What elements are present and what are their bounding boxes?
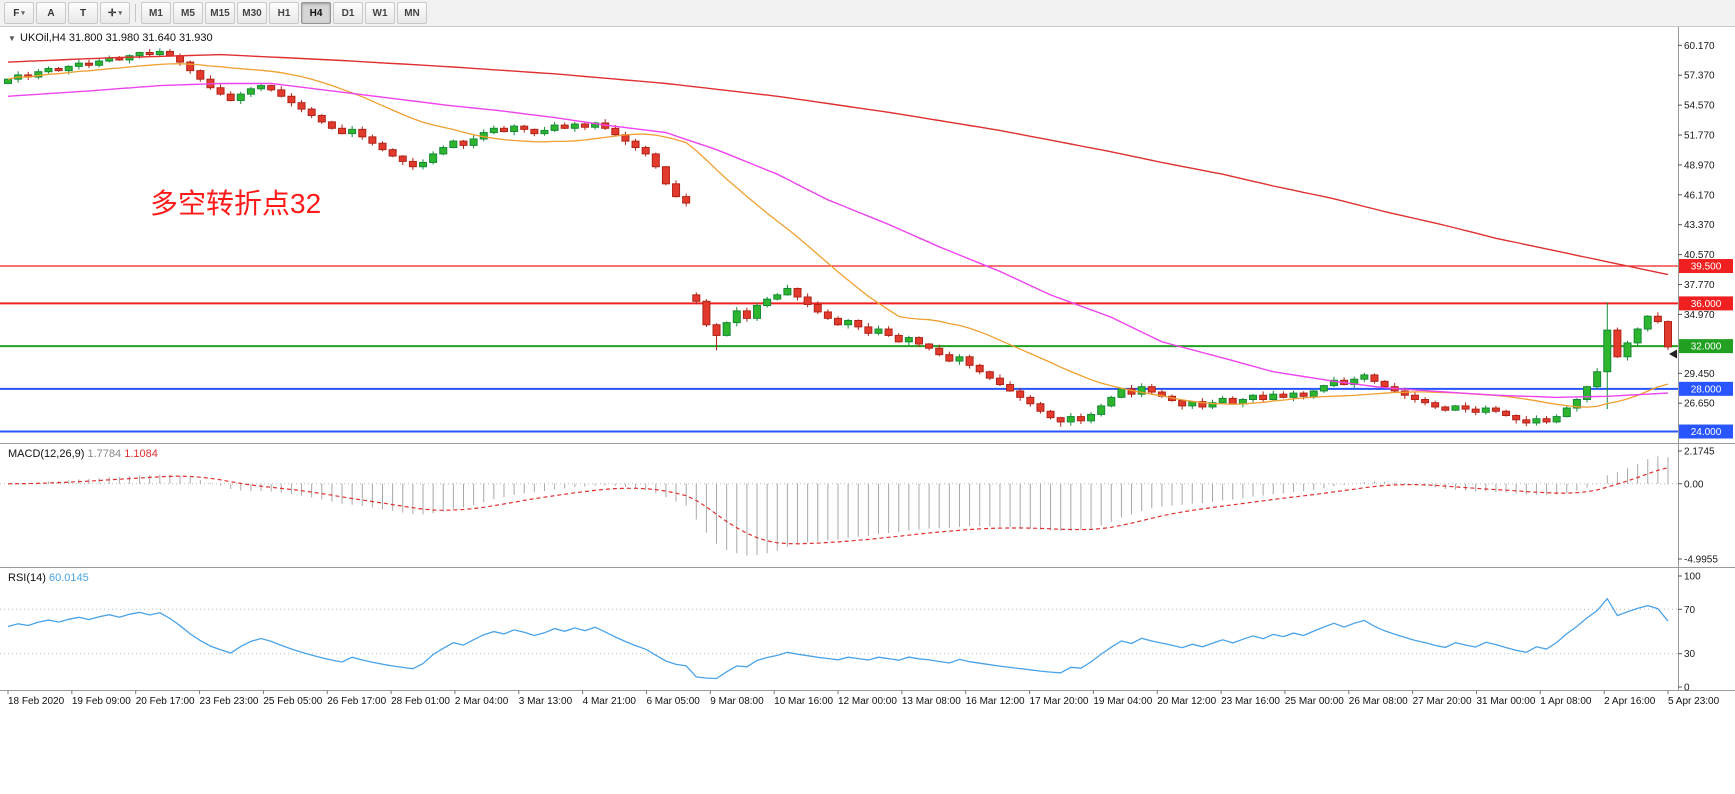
rsi-label: RSI(14) 60.0145 — [8, 572, 89, 584]
macd-signal-line — [7, 467, 1669, 545]
svg-text:46.170: 46.170 — [1684, 190, 1715, 201]
symbol-title: UKOil,H4 31.800 31.980 31.640 31.930 — [20, 32, 213, 44]
svg-text:6 Mar 05:00: 6 Mar 05:00 — [646, 696, 700, 707]
svg-text:20 Feb 17:00: 20 Feb 17:00 — [136, 696, 195, 707]
indicator-f-icon: F — [13, 7, 20, 19]
toolbar: F ▾ A T ✛ ▾ M1 M5 M15 M30 H1 H4 D1 W1 MN — [0, 0, 1735, 27]
svg-text:24.000: 24.000 — [1691, 427, 1722, 438]
svg-text:43.370: 43.370 — [1684, 220, 1715, 231]
ma-slow-line — [7, 53, 1669, 276]
svg-text:28.000: 28.000 — [1691, 384, 1722, 395]
price-level-badge — [1679, 339, 1733, 354]
svg-text:26 Feb 17:00: 26 Feb 17:00 — [327, 696, 386, 707]
svg-text:57.370: 57.370 — [1684, 71, 1715, 82]
symbol-dropdown-icon[interactable]: ▼ — [8, 34, 16, 43]
svg-text:60.170: 60.170 — [1684, 41, 1715, 52]
svg-text:51.770: 51.770 — [1684, 131, 1715, 142]
svg-text:13 Mar 08:00: 13 Mar 08:00 — [902, 696, 961, 707]
svg-text:28 Feb 01:00: 28 Feb 01:00 — [391, 696, 450, 707]
macd-label: MACD(12,26,9) 1.7784 1.1084 — [8, 448, 158, 460]
timeframe-m15-button[interactable]: M15 — [205, 2, 235, 24]
svg-text:25 Feb 05:00: 25 Feb 05:00 — [263, 696, 322, 707]
price-level-badge — [1679, 381, 1733, 396]
svg-text:16 Mar 12:00: 16 Mar 12:00 — [966, 696, 1025, 707]
svg-text:2 Mar 04:00: 2 Mar 04:00 — [455, 696, 509, 707]
price-level-badge — [1679, 296, 1733, 311]
svg-text:39.500: 39.500 — [1691, 262, 1722, 273]
current-price-arrow-icon — [1669, 349, 1677, 359]
svg-text:36.000: 36.000 — [1691, 299, 1722, 310]
timeframe-d1-button[interactable]: D1 — [333, 2, 363, 24]
svg-text:4 Mar 21:00: 4 Mar 21:00 — [583, 696, 637, 707]
tool-a-button[interactable]: A — [36, 2, 66, 24]
price-level-badge — [1679, 259, 1733, 274]
svg-text:17 Mar 20:00: 17 Mar 20:00 — [1030, 696, 1089, 707]
price-level-badge — [1679, 424, 1733, 439]
timeframe-m1-button[interactable]: M1 — [141, 2, 171, 24]
ma-fast-line — [7, 63, 1669, 408]
crosshair-icon: ✛ — [108, 7, 117, 19]
svg-text:30: 30 — [1684, 649, 1696, 660]
svg-text:27 Mar 20:00: 27 Mar 20:00 — [1413, 696, 1472, 707]
svg-text:23 Feb 23:00: 23 Feb 23:00 — [200, 696, 259, 707]
ma-mid-line — [7, 82, 1669, 399]
macd-pane: 2.1745 0.00 -4.9955 MACD(12,26,9) 1.7784 1.… — [0, 447, 1718, 566]
toolbar-separator — [135, 4, 136, 22]
svg-text:5 Apr 23:00: 5 Apr 23:00 — [1668, 696, 1720, 707]
time-axis[interactable]: 18 Feb 2020 19 Feb 09:00 20 Feb 17:00 23 Fe… — [7, 690, 1720, 708]
svg-text:18 Feb 2020: 18 Feb 2020 — [8, 696, 65, 707]
timeframe-mn-button[interactable]: MN — [397, 2, 427, 24]
tool-t-button[interactable]: T — [68, 2, 98, 24]
svg-text:25 Mar 00:00: 25 Mar 00:00 — [1285, 696, 1344, 707]
svg-text:26.650: 26.650 — [1684, 399, 1715, 410]
svg-text:100: 100 — [1684, 572, 1701, 583]
rsi-pane: 100 70 30 0 RSI(14) 60.0145 — [0, 572, 1701, 694]
dropdown-caret-icon: ▾ — [21, 10, 25, 17]
svg-text:20 Mar 12:00: 20 Mar 12:00 — [1157, 696, 1216, 707]
chart-area[interactable]: 多空转折点32 ▼ UKOil,H4 31.800 31.980 31.640 31… — [0, 27, 1735, 789]
text-a-icon: A — [47, 7, 55, 19]
svg-text:29.450: 29.450 — [1684, 369, 1715, 380]
toolbar-timeframes-group: M1 M5 M15 M30 H1 H4 D1 W1 MN — [141, 2, 427, 24]
svg-text:37.770: 37.770 — [1684, 280, 1715, 291]
candles-layer — [4, 48, 1672, 427]
svg-text:48.970: 48.970 — [1684, 160, 1715, 171]
level-lines — [0, 265, 1678, 433]
tool-f-button[interactable]: F ▾ — [4, 2, 34, 24]
annotation-text: 多空转折点32 — [150, 188, 321, 219]
svg-text:-4.9955: -4.9955 — [1684, 555, 1718, 566]
svg-text:2 Apr 16:00: 2 Apr 16:00 — [1604, 696, 1656, 707]
crosshair-tool-button[interactable]: ✛ ▾ — [100, 2, 130, 24]
timeframe-h4-button[interactable]: H4 — [301, 2, 331, 24]
svg-text:1 Apr 08:00: 1 Apr 08:00 — [1540, 696, 1592, 707]
dropdown-caret-icon: ▾ — [118, 10, 122, 17]
svg-text:3 Mar 13:00: 3 Mar 13:00 — [519, 696, 573, 707]
svg-text:54.570: 54.570 — [1684, 101, 1715, 112]
svg-text:31 Mar 00:00: 31 Mar 00:00 — [1476, 696, 1535, 707]
toolbar-tools-group: F ▾ A T ✛ ▾ — [4, 2, 130, 24]
svg-text:10 Mar 16:00: 10 Mar 16:00 — [774, 696, 833, 707]
price-axis[interactable]: 60.170 57.370 54.570 51.770 48.970 46.170 43.3… — [1669, 27, 1733, 691]
svg-text:40.570: 40.570 — [1684, 250, 1715, 261]
rsi-line — [7, 597, 1669, 680]
svg-text:9 Mar 08:00: 9 Mar 08:00 — [710, 696, 764, 707]
svg-text:70: 70 — [1684, 605, 1696, 616]
svg-text:19 Feb 09:00: 19 Feb 09:00 — [72, 696, 131, 707]
timeframe-m30-button[interactable]: M30 — [237, 2, 267, 24]
svg-text:23 Mar 16:00: 23 Mar 16:00 — [1221, 696, 1280, 707]
svg-text:0.00: 0.00 — [1684, 479, 1704, 490]
svg-text:0: 0 — [1684, 683, 1690, 694]
svg-text:12 Mar 00:00: 12 Mar 00:00 — [838, 696, 897, 707]
timeframe-m5-button[interactable]: M5 — [173, 2, 203, 24]
svg-text:2.1745: 2.1745 — [1684, 447, 1715, 458]
svg-text:32.000: 32.000 — [1691, 342, 1722, 353]
svg-text:26 Mar 08:00: 26 Mar 08:00 — [1349, 696, 1408, 707]
timeframe-w1-button[interactable]: W1 — [365, 2, 395, 24]
svg-text:19 Mar 04:00: 19 Mar 04:00 — [1093, 696, 1152, 707]
text-t-icon: T — [79, 7, 87, 19]
timeframe-h1-button[interactable]: H1 — [269, 2, 299, 24]
svg-text:34.970: 34.970 — [1684, 310, 1715, 321]
